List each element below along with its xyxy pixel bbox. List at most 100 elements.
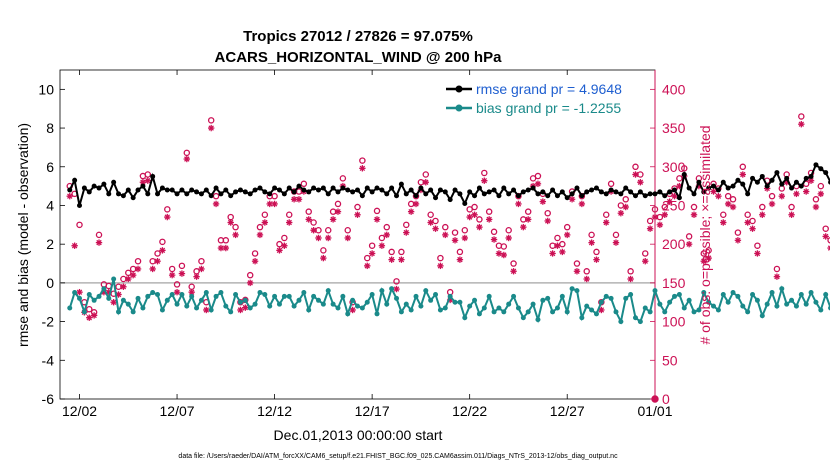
obs-possible-marker <box>364 254 371 262</box>
obs-assimilated-marker <box>798 120 805 128</box>
bias-point <box>320 301 326 307</box>
bias-point <box>472 297 478 303</box>
rmse-point <box>301 187 307 193</box>
rmse-point <box>501 185 507 191</box>
rmse-point <box>696 179 702 185</box>
rmse-point <box>574 185 580 191</box>
bias-point <box>272 293 278 299</box>
obs-assimilated-marker <box>700 258 707 265</box>
bias-point <box>593 311 599 317</box>
obs-assimilated-marker <box>593 256 600 263</box>
obs-possible-marker <box>471 203 478 211</box>
obs-possible-marker <box>125 269 132 277</box>
obs-assimilated-marker <box>588 239 595 246</box>
rmse-point <box>769 177 775 183</box>
rmse-point <box>667 189 673 195</box>
rmse-point <box>364 185 370 191</box>
y-tick-label-left: -2 <box>42 314 55 330</box>
obs-possible-marker <box>76 221 83 229</box>
obs-assimilated-marker <box>827 244 830 252</box>
obs-assimilated-marker <box>76 288 83 296</box>
obs-assimilated-marker <box>651 213 659 221</box>
obs-assimilated-marker <box>271 200 278 208</box>
rmse-point <box>394 193 400 199</box>
obs-assimilated-marker <box>451 237 459 244</box>
rmse-point <box>174 191 180 197</box>
obs-possible-marker <box>388 248 395 256</box>
bias-point <box>511 293 517 299</box>
rmse-point <box>559 189 565 195</box>
obs-assimilated-marker <box>549 250 556 257</box>
bias-point <box>252 301 258 307</box>
y-tick-label-right: 250 <box>662 197 686 213</box>
rmse-point <box>150 173 156 179</box>
rmse-point <box>672 187 678 193</box>
bias-point <box>155 291 161 297</box>
y-tick-label-right: 50 <box>662 352 678 368</box>
obs-possible-marker <box>602 211 610 219</box>
obs-assimilated-marker <box>778 192 786 200</box>
obs-possible-marker <box>403 221 410 229</box>
rmse-point <box>691 191 697 197</box>
rmse-point <box>515 193 521 199</box>
rmse-point <box>784 175 790 181</box>
rmse-point <box>77 202 83 208</box>
rmse-point <box>330 185 336 191</box>
rmse-point <box>72 177 78 183</box>
obs-possible-marker <box>490 228 498 236</box>
bias-point <box>345 311 351 317</box>
bias-point <box>281 293 287 299</box>
obs-assimilated-marker <box>368 250 376 257</box>
obs-possible-marker <box>95 231 103 239</box>
obs-assimilated-marker <box>373 216 381 223</box>
rmse-point <box>511 187 517 193</box>
obs-assimilated-marker <box>144 177 151 184</box>
bias-point <box>262 291 268 297</box>
bias-point <box>218 290 224 296</box>
obs-assimilated-marker <box>598 306 605 314</box>
bias-point <box>194 305 200 311</box>
bias-point <box>96 293 102 299</box>
bias-point <box>267 303 273 309</box>
bias-point <box>550 309 556 315</box>
bias-point <box>418 303 424 309</box>
obs-assimilated-marker <box>773 273 781 280</box>
bias-point <box>711 303 717 309</box>
bias-point <box>398 309 404 315</box>
bias-point <box>540 297 546 303</box>
rmse-point <box>530 185 536 191</box>
obs-assimilated-marker <box>715 192 722 200</box>
obs-assimilated-marker <box>617 210 625 217</box>
bias-point <box>276 301 282 307</box>
bias-point <box>525 309 531 315</box>
x-axis-label: Dec.01,2013 00:00:00 start <box>274 427 443 443</box>
bias-point <box>296 297 302 303</box>
y-tick-label-left: 4 <box>46 197 54 213</box>
rmse-point <box>359 193 365 199</box>
obs-assimilated-marker <box>129 271 137 279</box>
bias-point <box>608 295 614 301</box>
rmse-point <box>101 181 107 187</box>
bias-series <box>67 276 830 325</box>
obs-assimilated-marker <box>437 262 444 270</box>
rmse-point <box>628 189 634 195</box>
bias-point <box>793 303 799 309</box>
obs-possible-marker <box>339 175 347 182</box>
obs-assimilated-marker <box>388 256 395 263</box>
obs-assimilated-marker <box>471 211 478 218</box>
rmse-point <box>618 191 624 197</box>
obs-assimilated-marker <box>666 198 673 205</box>
bias-point <box>101 286 107 292</box>
obs-possible-marker <box>398 248 405 256</box>
obs-possible-marker <box>510 260 517 267</box>
rmse-point <box>584 189 590 195</box>
obs-assimilated-marker <box>544 217 551 225</box>
y-tick-label-left: 8 <box>46 120 54 136</box>
y-tick-label-right: 0 <box>662 391 670 407</box>
obs-assimilated-marker <box>251 258 259 265</box>
bias-point <box>403 301 409 307</box>
bias-point <box>184 303 190 309</box>
rmse-point <box>637 189 643 195</box>
obs-assimilated-marker <box>822 233 829 240</box>
obs-possible-marker <box>812 196 820 203</box>
